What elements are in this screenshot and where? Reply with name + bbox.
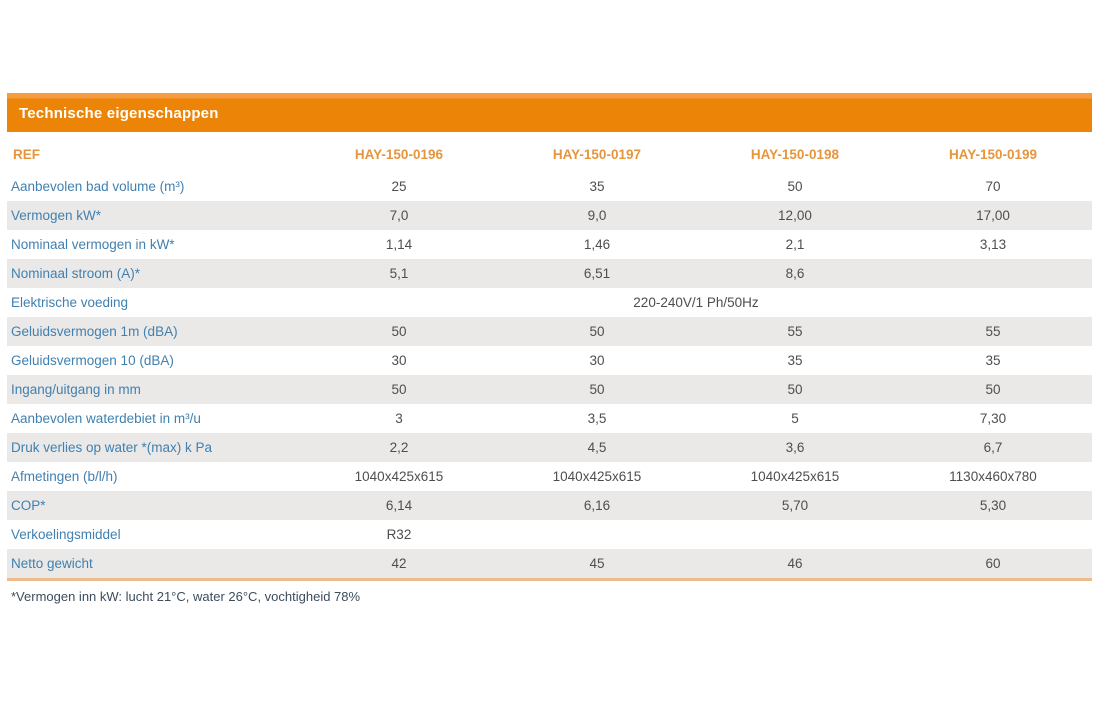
row-value-1: 30 xyxy=(589,353,605,368)
row-value-3: 70 xyxy=(985,179,1001,194)
row-label: Vermogen kW* xyxy=(11,208,102,223)
row-value-2: 12,00 xyxy=(778,208,812,223)
spec-data-table: REF HAY-150-0196 HAY-150-0197 HAY-150-0198… xyxy=(7,136,1092,581)
row-value-3: 50 xyxy=(985,382,1001,397)
row-value-2: 50 xyxy=(787,179,803,194)
row-value-0: 42 xyxy=(391,556,407,571)
ref-header-label: REF xyxy=(13,146,40,162)
row-value-1: 1040x425x615 xyxy=(552,469,642,484)
table-row: Verkoelingsmiddel R32 xyxy=(7,520,1092,549)
row-value-0: 30 xyxy=(391,353,407,368)
row-label: Geluidsvermogen 1m (dBA) xyxy=(11,324,178,339)
row-value-1: 50 xyxy=(589,382,605,397)
table-title-bar: Technische eigenschappen xyxy=(7,93,1092,132)
row-value-1: 6,16 xyxy=(583,498,611,513)
row-label: Nominaal vermogen in kW* xyxy=(11,237,175,252)
table-row: Aanbevolen waterdebiet in m³/u 3 3,5 5 7,30 xyxy=(7,404,1092,433)
row-value-1: 3,5 xyxy=(587,411,607,426)
row-value-1: 35 xyxy=(589,179,605,194)
table-row: Vermogen kW* 7,0 9,0 12,00 17,00 xyxy=(7,201,1092,230)
table-row: Nominaal vermogen in kW* 1,14 1,46 2,1 3,13 xyxy=(7,230,1092,259)
row-label: Geluidsvermogen 10 (dBA) xyxy=(11,353,174,368)
row-label: Netto gewicht xyxy=(11,556,93,571)
row-value-0: 2,2 xyxy=(389,440,409,455)
row-value-3: 5,30 xyxy=(979,498,1007,513)
table-row: Geluidsvermogen 10 (dBA) 30 30 35 35 xyxy=(7,346,1092,375)
row-label: Ingang/uitgang in mm xyxy=(11,382,141,397)
table-row: COP* 6,14 6,16 5,70 5,30 xyxy=(7,491,1092,520)
row-value-1 xyxy=(498,520,696,549)
row-value-2: 8,6 xyxy=(785,266,805,281)
ref-header-row: REF HAY-150-0196 HAY-150-0197 HAY-150-0198… xyxy=(7,136,1092,172)
spec-table-body: REF HAY-150-0196 HAY-150-0197 HAY-150-0198… xyxy=(7,136,1092,580)
row-value-3: 3,13 xyxy=(979,237,1007,252)
row-value-1: 45 xyxy=(589,556,605,571)
row-value-1: 50 xyxy=(589,324,605,339)
row-value-2: 35 xyxy=(787,353,803,368)
table-footnote: *Vermogen inn kW: lucht 21°C, water 26°C… xyxy=(11,589,361,604)
row-value-0: 1,14 xyxy=(385,237,413,252)
row-value-0: R32 xyxy=(386,527,412,542)
row-value-2: 5 xyxy=(791,411,799,426)
table-row: Nominaal stroom (A)* 5,1 6,51 8,6 xyxy=(7,259,1092,288)
row-value-3: 7,30 xyxy=(979,411,1007,426)
row-value-3: 17,00 xyxy=(976,208,1010,223)
row-value-1: 1,46 xyxy=(583,237,611,252)
row-value-0: 7,0 xyxy=(389,208,409,223)
table-row: Geluidsvermogen 1m (dBA) 50 50 55 55 xyxy=(7,317,1092,346)
row-value-1: 4,5 xyxy=(587,440,607,455)
table-row: Afmetingen (b/l/h) 1040x425x615 1040x425x6… xyxy=(7,462,1092,491)
row-value-2: 50 xyxy=(787,382,803,397)
row-value-3: 1130x460x780 xyxy=(949,469,1037,484)
table-row: Ingang/uitgang in mm 50 50 50 50 xyxy=(7,375,1092,404)
row-value-0: 1040x425x615 xyxy=(354,469,444,484)
row-value-3: 60 xyxy=(985,556,1001,571)
row-value-0: 3 xyxy=(395,411,403,426)
column-header-1: HAY-150-0197 xyxy=(552,146,641,162)
row-label: Verkoelingsmiddel xyxy=(11,527,121,542)
column-header-0: HAY-150-0196 xyxy=(354,146,443,162)
row-label: Afmetingen (b/l/h) xyxy=(11,469,118,484)
row-value-2: 2,1 xyxy=(785,237,805,252)
row-value-0: 6,14 xyxy=(385,498,413,513)
row-label: Elektrische voeding xyxy=(11,295,129,310)
row-value-3: 55 xyxy=(985,324,1001,339)
row-value-2: 5,70 xyxy=(781,498,809,513)
row-label: Aanbevolen bad volume (m³) xyxy=(11,179,185,194)
column-header-2: HAY-150-0198 xyxy=(750,146,839,162)
row-value-2: 46 xyxy=(787,556,803,571)
row-label: Nominaal stroom (A)* xyxy=(11,266,141,281)
row-label: Aanbevolen waterdebiet in m³/u xyxy=(11,411,201,426)
row-value-2: 1040x425x615 xyxy=(750,469,840,484)
row-span-value: 220-240V/1 Ph/50Hz xyxy=(633,295,759,310)
column-header-3: HAY-150-0199 xyxy=(948,146,1038,162)
row-value-2: 3,6 xyxy=(785,440,805,455)
row-value-3 xyxy=(894,259,1092,288)
row-value-0: 5,1 xyxy=(389,266,409,281)
row-value-3 xyxy=(894,520,1092,549)
spec-table: Technische eigenschappen REF HAY-150-019… xyxy=(7,93,1092,604)
row-label: COP* xyxy=(11,498,46,513)
row-value-0: 50 xyxy=(391,382,407,397)
row-value-3: 6,7 xyxy=(983,440,1003,455)
row-value-1: 9,0 xyxy=(587,208,607,223)
row-label: Druk verlies op water *(max) k Pa xyxy=(11,440,213,455)
table-row: Netto gewicht 42 45 46 60 xyxy=(7,549,1092,580)
table-row: Elektrische voeding 220-240V/1 Ph/50Hz xyxy=(7,288,1092,317)
row-value-3: 35 xyxy=(985,353,1001,368)
row-value-0: 25 xyxy=(391,179,407,194)
row-value-0: 50 xyxy=(391,324,407,339)
row-value-1: 6,51 xyxy=(583,266,611,281)
table-row: Druk verlies op water *(max) k Pa 2,2 4,5 3… xyxy=(7,433,1092,462)
row-value-2: 55 xyxy=(787,324,803,339)
row-value-2 xyxy=(696,520,894,549)
table-row: Aanbevolen bad volume (m³) 25 35 50 70 xyxy=(7,172,1092,201)
